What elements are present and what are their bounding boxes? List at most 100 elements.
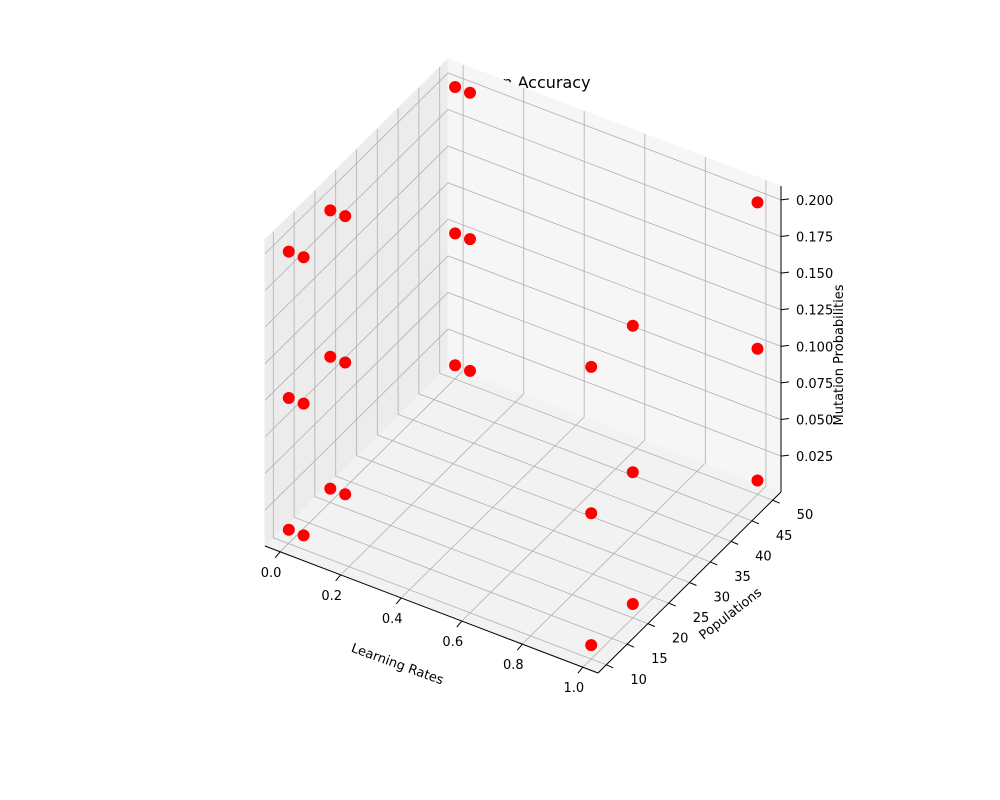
y-tick-mark [730, 540, 739, 545]
data-point [449, 227, 462, 240]
z-tick-mark [780, 235, 790, 238]
x-grid-line [582, 180, 767, 668]
x-grid-line [522, 157, 706, 645]
data-point [297, 251, 310, 264]
z-grid-line [264, 328, 782, 511]
z-grid-line [264, 218, 782, 401]
y-tick-label: 20 [672, 632, 689, 647]
z-grid-line [264, 145, 782, 328]
z-tick-label: 0.125 [796, 304, 833, 319]
data-point [751, 196, 764, 209]
x-tick-label: 0.6 [442, 635, 463, 650]
z-tick-mark [780, 418, 790, 421]
x-tick-label: 0.8 [503, 658, 524, 673]
y-tick-mark [689, 582, 697, 586]
z-grid-line [264, 109, 782, 291]
y-grid-line [272, 231, 607, 666]
y-tick-mark [626, 643, 635, 648]
z-grid-line [264, 182, 782, 364]
z-grid-line [264, 255, 782, 438]
y-tick-label: 10 [630, 673, 647, 688]
z-tick-mark [780, 308, 790, 311]
data-point [751, 474, 764, 487]
y-grid-line [439, 67, 773, 501]
y-grid-line [376, 128, 711, 563]
data-point [751, 342, 764, 355]
x-grid-line [340, 87, 525, 576]
y-grid-line [356, 149, 690, 583]
z-grid-line [264, 292, 782, 474]
x-tick-mark [456, 620, 463, 628]
data-point [324, 204, 337, 217]
z-axis-label: Mutation Probabilities [832, 284, 847, 425]
data-point [585, 639, 598, 652]
z-tick-label: 0.175 [796, 231, 833, 246]
y-tick-mark [772, 499, 780, 504]
z-tick-mark [780, 344, 790, 347]
y-tick-mark [606, 664, 614, 669]
data-point [339, 356, 352, 369]
x-tick-label: 1.0 [564, 681, 585, 696]
data-points [282, 81, 764, 652]
y-grid-line [314, 190, 649, 624]
y-tick-label: 30 [714, 591, 731, 606]
z-tick-label: 0.075 [796, 377, 833, 392]
z-tick-mark [780, 381, 790, 384]
y-tick-label: 45 [776, 529, 793, 544]
data-point [464, 233, 476, 246]
x-axis-label: Learning Rates [349, 641, 446, 688]
x-tick-mark [274, 551, 281, 559]
data-point [626, 466, 639, 479]
y-grid-line [397, 108, 732, 542]
x-tick-label: 0.4 [382, 612, 403, 627]
data-point [339, 488, 352, 501]
data-point [585, 360, 598, 373]
data-point [464, 364, 476, 377]
x-axis-line [264, 545, 599, 674]
y-tick-label: 35 [734, 570, 751, 585]
z-tick-label: 0.150 [796, 267, 833, 282]
z-tick-label: 0.200 [796, 194, 833, 209]
x-tick-mark [516, 643, 523, 651]
data-point [464, 86, 476, 99]
z-tick-label: 0.050 [796, 414, 833, 429]
y-tick-mark [647, 623, 656, 628]
z-tick-mark [780, 454, 790, 457]
y-tick-label: 40 [755, 549, 772, 564]
y-tick-label: 50 [797, 508, 814, 523]
z-tick-label: 0.025 [796, 450, 833, 465]
data-point [626, 598, 639, 610]
x-grid-line [461, 134, 646, 622]
z-tick-mark [780, 198, 790, 201]
x-tick-mark [335, 574, 342, 582]
data-point [297, 529, 310, 542]
y-tick-mark [710, 561, 718, 566]
x-tick-label: 0.2 [321, 589, 342, 604]
z-tick-label: 0.100 [796, 340, 833, 355]
y-grid-line [293, 211, 628, 645]
data-point [282, 523, 295, 536]
z-tick-mark [780, 271, 790, 274]
data-point [282, 245, 295, 258]
data-point [585, 507, 598, 520]
data-point [324, 482, 337, 495]
data-point [297, 397, 310, 410]
y-tick-label: 15 [651, 652, 668, 667]
y-tick-mark [751, 520, 760, 525]
y-grid-line [335, 170, 669, 604]
data-point [282, 392, 295, 404]
data-point [324, 350, 337, 363]
y-tick-label: 25 [693, 611, 710, 626]
z-grid-line [264, 72, 782, 255]
grid-lines [264, 64, 782, 668]
data-point [339, 210, 352, 223]
data-point [449, 81, 462, 93]
x-tick-label: 0.0 [261, 566, 282, 581]
data-point [626, 319, 639, 332]
x-tick-mark [577, 666, 584, 674]
x-tick-mark [395, 597, 402, 605]
data-point [449, 359, 462, 372]
y-tick-mark [668, 602, 676, 607]
